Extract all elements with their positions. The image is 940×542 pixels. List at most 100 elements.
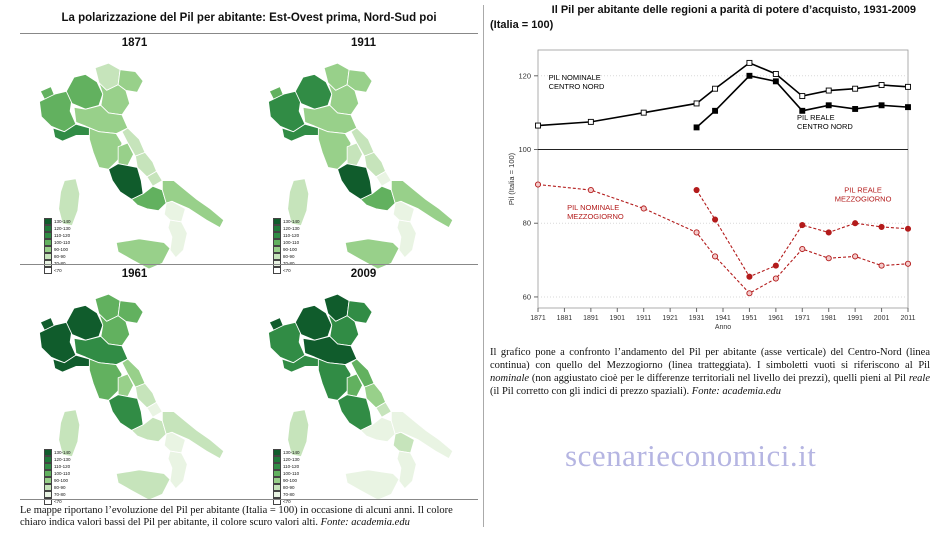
legend-entry: 110-120 — [273, 463, 300, 470]
map-legend: 130-140 120-130 110-120 100-110 90-100 80-90 7… — [273, 449, 300, 505]
map-2009: 2009 130-140 120-130 110-120 100-110 90-100 8… — [249, 268, 478, 523]
legend-swatch — [44, 456, 52, 463]
legend-label: 130-140 — [283, 218, 300, 224]
series-annotation: CENTRO NORD — [797, 122, 853, 131]
region-piemonte — [39, 321, 77, 364]
legend-entry: 130-140 — [44, 449, 71, 456]
legend-entry: 130-140 — [44, 218, 71, 225]
x-tick-label: 1871 — [530, 315, 546, 322]
data-point — [746, 290, 753, 297]
x-tick-label: 1981 — [821, 315, 837, 322]
legend-entry: 80-90 — [44, 253, 71, 260]
x-tick-label: 1991 — [847, 315, 863, 322]
chart-caption-text-3: (il Pil corretto con gli indici di prezz… — [490, 386, 692, 397]
legend-swatch — [273, 456, 281, 463]
region-sardegna — [287, 178, 310, 227]
legend-entry: 110-120 — [273, 232, 300, 239]
legend-label: 130-140 — [283, 449, 300, 455]
data-point — [825, 102, 832, 109]
legend-entry: 130-140 — [273, 449, 300, 456]
legend-entry: 120-130 — [273, 456, 300, 463]
x-tick-label: 1911 — [636, 315, 651, 322]
legend-swatch — [44, 470, 52, 477]
data-point — [799, 93, 806, 100]
data-point — [825, 87, 832, 94]
data-point — [712, 85, 719, 92]
region-lazio — [337, 394, 373, 431]
data-point — [852, 85, 859, 92]
series-line-4 — [696, 189, 909, 278]
legend-swatch — [273, 253, 281, 260]
data-point — [712, 253, 719, 260]
legend-swatch — [44, 463, 52, 470]
legend-entry: 70-80 — [273, 491, 300, 498]
data-point — [534, 181, 542, 188]
legend-entry: 80-90 — [273, 253, 300, 260]
region-toscana — [317, 127, 352, 170]
legend-entry: 120-130 — [44, 456, 71, 463]
region-umbria — [117, 142, 134, 166]
region-piemonte — [268, 321, 306, 364]
legend-entry: 120-130 — [273, 225, 300, 232]
italy-map-2009 — [268, 293, 454, 501]
series-annotation: PIL REALE — [797, 113, 835, 122]
region-piemonte — [268, 90, 306, 133]
legend-label: 80-90 — [283, 253, 295, 259]
legend-entry: 90-100 — [273, 477, 300, 484]
legend-swatch — [44, 267, 52, 274]
data-point — [640, 109, 647, 116]
data-point — [799, 107, 806, 114]
legend-label: <70 — [283, 267, 291, 273]
data-point — [693, 124, 700, 131]
data-point — [772, 275, 779, 282]
legend-entry: 70-80 — [44, 491, 71, 498]
region-veneto — [98, 82, 131, 116]
data-point — [878, 82, 885, 88]
maps-caption: Le mappe riportano l’evoluzione del Pil … — [20, 505, 478, 529]
region-toscana — [317, 358, 352, 401]
map-year-label: 2009 — [350, 268, 377, 280]
legend-label: 120-130 — [54, 225, 71, 231]
legend-entry: 110-120 — [44, 232, 71, 239]
legend-label: 120-130 — [283, 225, 300, 231]
legend-label: 110-120 — [283, 463, 300, 469]
legend-label: 130-140 — [54, 449, 71, 455]
y-tick-label: 60 — [523, 292, 531, 301]
legend-label: <70 — [54, 267, 62, 273]
map-year-label: 1961 — [121, 268, 148, 280]
legend-label: 90-100 — [54, 477, 69, 483]
region-umbria — [117, 373, 134, 397]
legend-label: 100-110 — [283, 470, 300, 476]
map-legend: 130-140 120-130 110-120 100-110 90-100 80-90 7… — [44, 449, 71, 505]
legend-entry: <70 — [273, 267, 300, 274]
legend-label: 80-90 — [283, 484, 295, 490]
data-point — [772, 78, 779, 85]
italy-map-1871 — [39, 62, 225, 270]
series-annotation: CENTRO NORD — [549, 82, 605, 91]
legend-label: 70-80 — [283, 491, 295, 497]
chart-caption-reale: reale — [908, 373, 930, 384]
map-legend: 130-140 120-130 110-120 100-110 90-100 80-90 7… — [44, 218, 71, 274]
legend-label: 130-140 — [54, 218, 71, 224]
legend-swatch — [273, 218, 281, 225]
data-point — [852, 106, 859, 112]
maps-title: La polarizzazione del Pil per abitante: … — [61, 12, 437, 24]
legend-swatch — [273, 498, 281, 505]
y-tick-label: 120 — [518, 71, 531, 80]
data-point — [746, 72, 753, 79]
data-point — [746, 59, 753, 66]
maps-bottom-rule — [20, 499, 478, 500]
legend-entry: 90-100 — [44, 477, 71, 484]
map-year-label: 1911 — [351, 37, 376, 49]
series-annotation: PIL NOMINALE — [549, 73, 601, 82]
map-1961: 1961 130-140 120-130 110-120 100-110 90-100 8… — [20, 268, 249, 523]
legend-entry: 70-80 — [273, 260, 300, 267]
region-sardegna — [287, 409, 310, 458]
legend-label: 70-80 — [54, 491, 66, 497]
region-friuli — [117, 69, 144, 93]
x-tick-label: 1881 — [557, 315, 573, 322]
legend-label: 70-80 — [283, 260, 295, 266]
region-toscana — [88, 127, 123, 170]
series-annotation: PIL REALE — [844, 186, 882, 195]
x-tick-label: 1921 — [662, 315, 678, 322]
